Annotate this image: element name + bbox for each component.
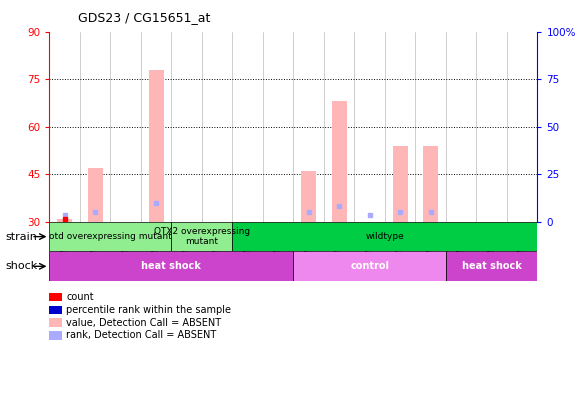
- Text: strain: strain: [6, 232, 38, 242]
- Bar: [423, 146, 438, 222]
- Text: heat shock: heat shock: [462, 261, 522, 271]
- Bar: [393, 146, 408, 222]
- Text: wildtype: wildtype: [365, 232, 404, 241]
- Text: percentile rank within the sample: percentile rank within the sample: [66, 305, 231, 315]
- Text: control: control: [350, 261, 389, 271]
- Text: value, Detection Call = ABSENT: value, Detection Call = ABSENT: [66, 318, 221, 327]
- Text: heat shock: heat shock: [141, 261, 202, 271]
- Bar: [88, 168, 103, 222]
- Bar: [446, 251, 537, 281]
- Bar: [49, 331, 62, 339]
- Bar: [49, 306, 62, 314]
- Text: count: count: [66, 292, 94, 302]
- Bar: [332, 101, 347, 222]
- Bar: [171, 222, 232, 251]
- Bar: [293, 251, 446, 281]
- Bar: [232, 222, 537, 251]
- Bar: [301, 171, 316, 222]
- Text: GDS23 / CG15651_at: GDS23 / CG15651_at: [78, 11, 211, 24]
- Text: shock: shock: [6, 261, 38, 271]
- Bar: [49, 222, 171, 251]
- Text: OTX2 overexpressing
mutant: OTX2 overexpressing mutant: [154, 227, 250, 246]
- Bar: [149, 70, 164, 222]
- Text: rank, Detection Call = ABSENT: rank, Detection Call = ABSENT: [66, 330, 217, 341]
- Text: otd overexpressing mutant: otd overexpressing mutant: [49, 232, 172, 241]
- Bar: [49, 293, 62, 301]
- Bar: [57, 219, 72, 222]
- Bar: [49, 318, 62, 327]
- Bar: [49, 251, 293, 281]
